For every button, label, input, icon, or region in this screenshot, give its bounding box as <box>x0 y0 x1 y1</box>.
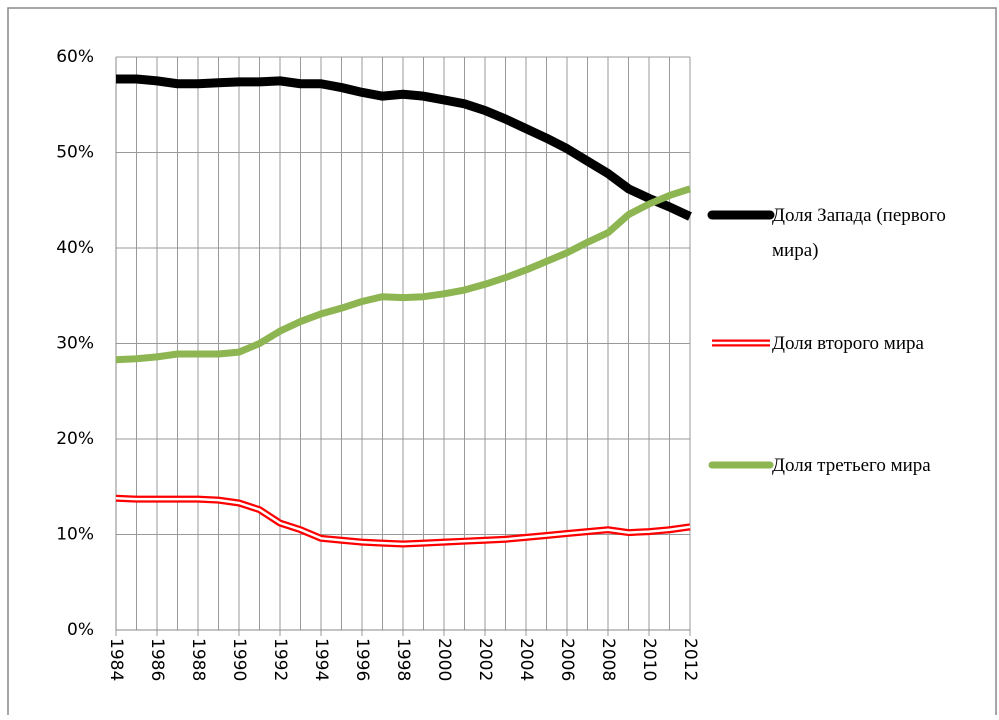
x-tick-label: 1998 <box>393 638 413 681</box>
x-tick-label: 2004 <box>516 638 536 681</box>
x-tick-label: 2012 <box>680 638 700 681</box>
x-tick-label: 1992 <box>270 638 290 681</box>
y-tick-label: 0% <box>67 620 94 640</box>
y-tick-label: 30% <box>56 334 94 354</box>
x-tick-label: 2010 <box>639 638 659 681</box>
legend-label: Доля третьего мира <box>772 455 931 476</box>
y-tick-label: 60% <box>56 47 94 67</box>
x-tick-label: 1986 <box>147 638 167 681</box>
x-tick-label: 1990 <box>229 638 249 681</box>
x-tick-label: 2000 <box>434 638 454 681</box>
y-tick-label: 50% <box>56 143 94 163</box>
x-tick-label: 2006 <box>557 638 577 681</box>
x-tick-label: 2002 <box>475 638 495 681</box>
x-tick-label: 2008 <box>598 638 618 681</box>
frame <box>7 7 997 720</box>
series-line <box>115 185 692 364</box>
legend-label: Доля второго мира <box>772 333 924 354</box>
legend-label: Доля Запада (первого мира) <box>772 205 946 261</box>
series-line-inner <box>115 496 691 546</box>
series-line <box>116 74 692 221</box>
x-tick-label: 1984 <box>106 638 126 681</box>
y-tick-label: 40% <box>56 238 94 258</box>
x-tick-label: 1994 <box>311 638 331 681</box>
x-tick-label: 1988 <box>188 638 208 681</box>
x-tick-label: 1996 <box>352 638 372 681</box>
y-tick-label: 20% <box>56 429 94 449</box>
y-tick-label: 10% <box>56 525 94 545</box>
